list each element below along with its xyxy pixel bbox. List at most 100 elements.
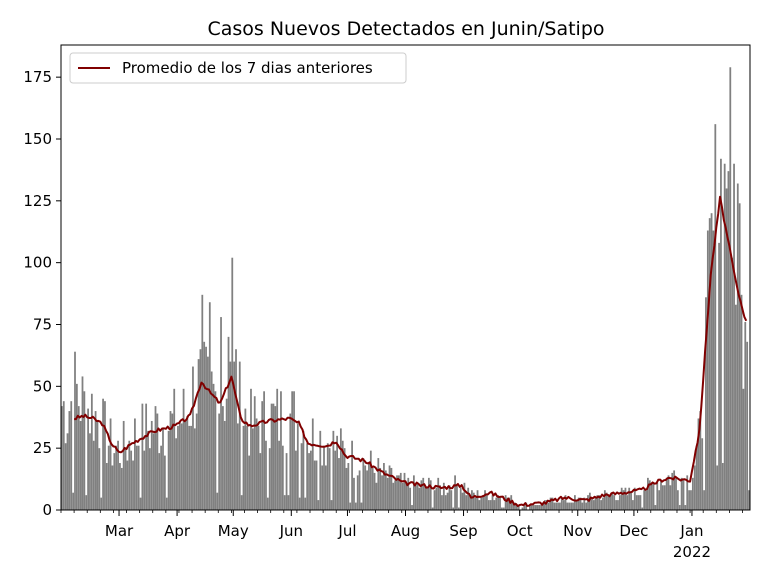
bar-2021-12-23 bbox=[675, 477, 677, 510]
bar-2022-01-10 bbox=[708, 218, 711, 510]
bar-2022-01-26 bbox=[738, 203, 741, 511]
bar-2021-11-13 bbox=[600, 500, 602, 510]
bar-2021-08-19 bbox=[439, 485, 441, 510]
bar-2021-10-27 bbox=[568, 502, 571, 510]
bar-2021-11-24 bbox=[620, 487, 623, 510]
bar-2021-06-06 bbox=[300, 443, 303, 510]
bar-2021-03-31 bbox=[175, 438, 177, 510]
bar-2021-10-03 bbox=[523, 505, 526, 510]
bar-2021-09-02 bbox=[465, 495, 468, 510]
bar-2021-04-05 bbox=[184, 420, 187, 510]
bar-2021-06-24 bbox=[334, 450, 337, 510]
axes: 0 25 50 75 100 125 150 175 Mar Apr May Jun Jul Aug Sep… bbox=[23, 44, 751, 561]
bar-2021-10-08 bbox=[532, 505, 535, 510]
bar-2021-10-02 bbox=[521, 507, 524, 510]
bar-2021-09-09 bbox=[478, 500, 481, 510]
bar-2021-11-02 bbox=[579, 497, 582, 510]
bar-2022-01-25 bbox=[736, 183, 739, 510]
bar-2021-09-07 bbox=[474, 497, 477, 510]
bar-2021-07-02 bbox=[349, 502, 352, 510]
bar-2021-07-21 bbox=[384, 470, 387, 510]
bar-2021-06-22 bbox=[330, 500, 333, 510]
y-tick-label-25: 25 bbox=[33, 439, 52, 457]
bar-2021-12-27 bbox=[682, 480, 685, 510]
bar-2021-02-23 bbox=[107, 445, 110, 510]
bar-2021-11-08 bbox=[590, 497, 593, 510]
bar-2021-07-28 bbox=[398, 475, 400, 510]
bar-2021-08-28 bbox=[456, 485, 458, 510]
bar-2021-04-14 bbox=[201, 294, 204, 510]
bar-2021-07-12 bbox=[368, 463, 370, 510]
bar-2021-04-19 bbox=[210, 371, 213, 510]
bar-2021-06-12 bbox=[311, 418, 314, 510]
bar-2021-08-21 bbox=[442, 482, 445, 510]
chart-title: Casos Nuevos Detectados en Junin/Satipo bbox=[207, 18, 604, 40]
bar-2021-06-13 bbox=[313, 460, 316, 510]
bar-2021-08-08 bbox=[418, 487, 421, 510]
bar-2021-09-11 bbox=[482, 495, 485, 510]
bar-2021-08-04 bbox=[411, 505, 413, 510]
x-tick-label-Mar: Mar bbox=[105, 522, 134, 540]
bar-2021-06-17 bbox=[321, 465, 324, 510]
bar-2022-01-16 bbox=[720, 158, 722, 510]
bar-2021-03-09 bbox=[134, 418, 136, 510]
bar-2021-05-07 bbox=[244, 408, 247, 510]
bar-2021-11-23 bbox=[618, 495, 621, 510]
bar-2021-06-27 bbox=[339, 428, 342, 510]
bar-2021-09-23 bbox=[504, 495, 507, 510]
bar-2022-01-06 bbox=[701, 438, 704, 510]
bar-2021-07-09 bbox=[362, 458, 365, 510]
bar-2021-02-14 bbox=[90, 393, 93, 510]
bar-2021-02-15 bbox=[92, 440, 95, 510]
bar-2021-03-15 bbox=[145, 403, 148, 510]
bar-2021-05-27 bbox=[281, 445, 284, 510]
bar-2021-12-28 bbox=[684, 505, 687, 510]
bar-2021-03-19 bbox=[152, 433, 155, 510]
bar-2021-11-21 bbox=[615, 500, 617, 510]
bar-2021-07-06 bbox=[356, 475, 359, 510]
bar-2021-06-14 bbox=[315, 460, 318, 510]
bar-2021-04-07 bbox=[188, 425, 191, 510]
bar-2021-09-03 bbox=[467, 487, 470, 510]
bar-2021-12-06 bbox=[643, 490, 646, 510]
bar-2021-12-04 bbox=[639, 495, 642, 510]
bar-2021-08-06 bbox=[414, 485, 417, 510]
bar-2021-09-22 bbox=[502, 507, 505, 510]
bar-2021-09-15 bbox=[489, 500, 492, 510]
bar-2021-09-05 bbox=[471, 490, 473, 510]
bar-2021-02-07 bbox=[77, 406, 80, 510]
bar-2021-09-28 bbox=[514, 502, 516, 510]
bar-2021-05-16 bbox=[261, 401, 264, 510]
bar-2021-09-29 bbox=[515, 505, 518, 510]
bar-2022-01-18 bbox=[723, 163, 726, 510]
bar-2021-10-25 bbox=[564, 495, 567, 510]
bar-2021-08-27 bbox=[454, 475, 456, 510]
bar-2021-12-08 bbox=[647, 477, 649, 510]
bar-2022-01-23 bbox=[733, 163, 735, 510]
bar-2021-10-28 bbox=[570, 502, 573, 510]
bar-2021-05-29 bbox=[285, 453, 288, 510]
bar-2021-07-07 bbox=[358, 470, 361, 510]
bar-2021-12-13 bbox=[656, 482, 659, 510]
bar-2021-03-17 bbox=[149, 448, 151, 510]
bar-2021-05-18 bbox=[265, 440, 267, 510]
bar-2021-07-19 bbox=[381, 475, 383, 510]
bar-2021-08-26 bbox=[452, 507, 455, 510]
bar-2021-05-14 bbox=[257, 425, 260, 510]
average-line-group bbox=[74, 195, 748, 508]
bar-2021-11-14 bbox=[602, 497, 604, 510]
bar-2021-05-30 bbox=[287, 495, 290, 510]
y-tick-label-125: 125 bbox=[23, 192, 52, 210]
bar-2021-04-04 bbox=[182, 388, 185, 510]
bar-2021-09-04 bbox=[469, 495, 471, 510]
bar-2021-09-18 bbox=[495, 497, 498, 510]
bar-2021-08-11 bbox=[424, 485, 426, 510]
bar-2021-09-13 bbox=[486, 495, 488, 510]
bar-2021-08-23 bbox=[446, 492, 449, 510]
bar-2021-02-20 bbox=[102, 398, 104, 510]
bar-2022-01-27 bbox=[740, 294, 743, 510]
bar-2021-05-17 bbox=[263, 391, 265, 510]
bar-2021-09-16 bbox=[491, 495, 494, 510]
bar-2021-04-08 bbox=[190, 425, 192, 510]
bar-2021-10-07 bbox=[530, 505, 533, 510]
